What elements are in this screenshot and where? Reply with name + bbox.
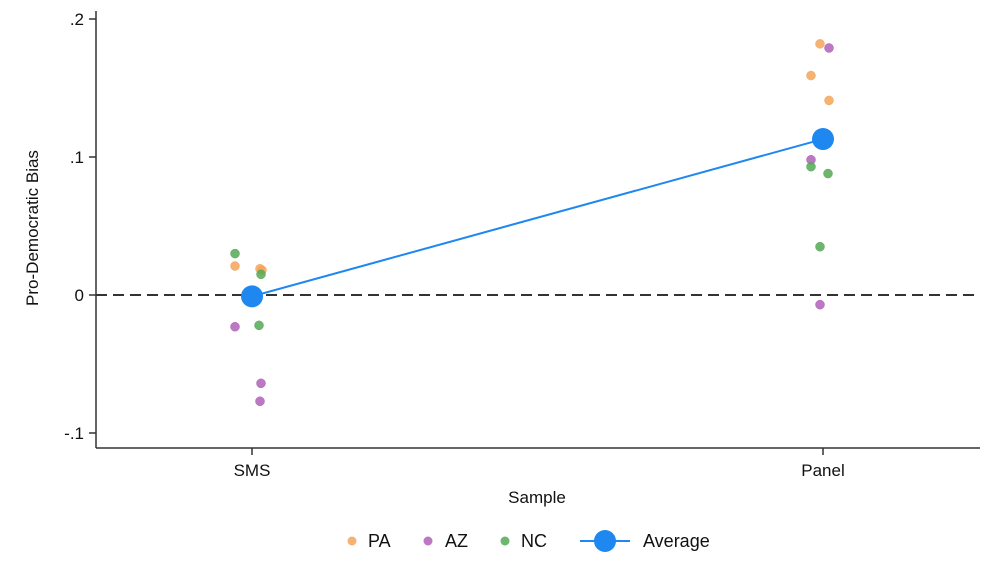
plot-marks	[230, 39, 834, 407]
legend-marker-average	[594, 530, 616, 552]
legend-marker-nc	[500, 536, 510, 546]
y-ticks: -.1 0 .1 .2	[64, 10, 96, 443]
point-nc	[815, 241, 825, 252]
point-az	[824, 43, 834, 53]
point-pa	[824, 95, 834, 106]
point-nc	[230, 248, 240, 259]
legend-label-nc: NC	[521, 531, 547, 551]
point-az	[256, 378, 266, 389]
point-average	[812, 128, 834, 151]
y-tick-label: .2	[70, 10, 84, 29]
point-pa	[230, 261, 240, 271]
x-ticks: SMS Panel	[234, 448, 845, 480]
legend-label-average: Average	[643, 531, 710, 551]
average-line	[251, 138, 824, 298]
point-nc	[254, 320, 264, 331]
y-tick-label: 0	[75, 286, 84, 305]
point-pa	[806, 70, 816, 81]
point-nc	[806, 161, 816, 172]
point-nc	[823, 168, 833, 179]
y-axis-title: Pro-Democratic Bias	[23, 150, 42, 306]
x-axis-title: Sample	[508, 488, 566, 507]
y-tick-label: .1	[70, 148, 84, 167]
x-tick-label: SMS	[234, 461, 271, 480]
point-az	[255, 396, 265, 407]
point-az	[815, 299, 825, 310]
y-tick-label: -.1	[64, 424, 84, 443]
legend-label-az: AZ	[445, 531, 468, 551]
point-average	[241, 285, 263, 308]
legend-label-pa: PA	[368, 531, 391, 551]
point-az	[230, 321, 240, 332]
legend: PA AZ NC Average	[347, 530, 710, 552]
point-pa	[815, 39, 825, 49]
legend-marker-pa	[347, 536, 357, 546]
legend-marker-az	[423, 536, 433, 546]
axes	[95, 11, 980, 449]
point-nc	[256, 269, 266, 280]
x-tick-label: Panel	[801, 461, 844, 480]
